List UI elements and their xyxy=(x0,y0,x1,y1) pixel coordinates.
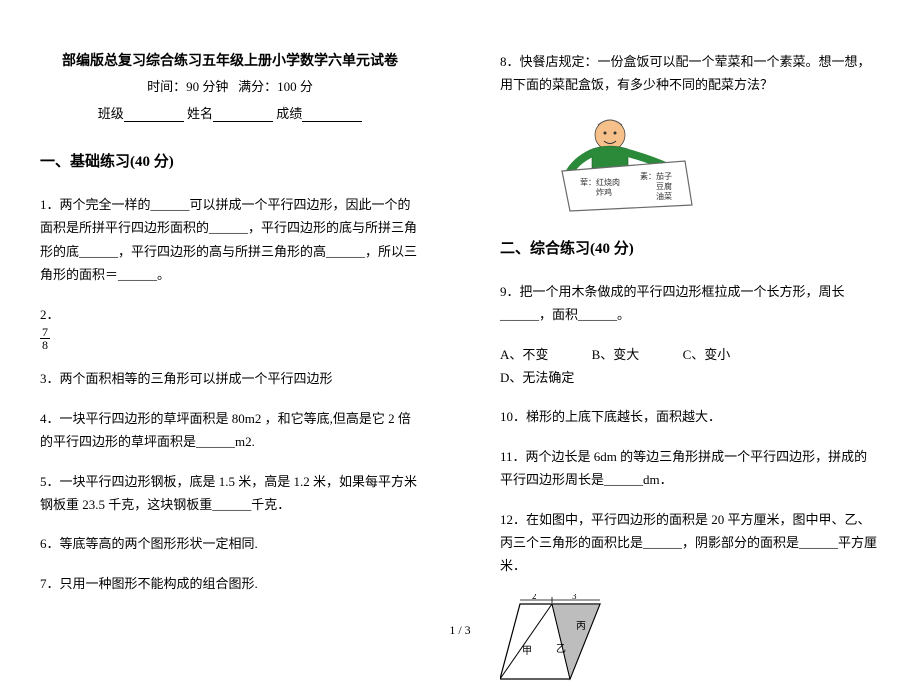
exam-meta: 时间：90 分钟 满分：100 分 xyxy=(40,76,420,95)
question-4: 4．一块平行四边形的草坪面积是 80m2 ，和它等底,但高是它 2 倍的平行四边… xyxy=(40,407,420,454)
score-label: 满分：100 分 xyxy=(238,79,313,94)
q2-label: 2． xyxy=(40,303,420,326)
opt-a: A、不变 xyxy=(500,343,548,366)
svg-text:素：茄子: 素：茄子 xyxy=(640,171,672,181)
exam-title: 部编版总复习综合练习五年级上册小学数学六单元试卷 xyxy=(40,50,420,70)
question-9-options: A、不变 B、变大 C、变小 D、无法确定 xyxy=(500,343,880,390)
section-2-heading: 二、综合练习(40 分) xyxy=(500,237,880,258)
svg-text:油菜: 油菜 xyxy=(656,191,672,201)
opt-c: C、变小 xyxy=(683,343,731,366)
svg-text:炸鸡: 炸鸡 xyxy=(596,187,612,197)
name-label: 姓名 xyxy=(187,106,213,121)
svg-text:3: 3 xyxy=(572,594,577,601)
question-7: 7．只用一种图形不能构成的组合图形. xyxy=(40,572,420,595)
student-info-line: 班级 姓名 成绩 xyxy=(40,103,420,122)
question-8: 8．快餐店规定：一份盒饭可以配一个荤菜和一个素菜。想一想，用下面的菜配盒饭，有多… xyxy=(500,50,880,97)
question-1: 1．两个完全一样的______可以拼成一个平行四边形，因此一个的面积是所拼平行四… xyxy=(40,193,420,287)
svg-text:豆腐: 豆腐 xyxy=(656,181,672,191)
svg-text:荤：红烧肉: 荤：红烧肉 xyxy=(580,177,620,187)
frac-den: 8 xyxy=(40,339,50,351)
question-3: 3．两个面积相等的三角形可以拼成一个平行四边形 xyxy=(40,367,420,390)
question-6: 6．等底等高的两个图形形状一定相同. xyxy=(40,532,420,555)
question-9: 9．把一个用木条做成的平行四边形框拉成一个长方形，周长______，面积____… xyxy=(500,280,880,327)
menu-illustration: 荤：红烧肉 炸鸡 素：茄子 豆腐 油菜 xyxy=(520,113,880,217)
grade-label: 成绩 xyxy=(276,106,302,121)
question-5: 5．一块平行四边形钢板，底是 1.5 米，高是 1.2 米，如果每平方米钢板重 … xyxy=(40,470,420,517)
figure-12: 2 3 甲 乙 丙 xyxy=(500,594,880,693)
question-10: 10．梯形的上底下底越长，面积越大． xyxy=(500,405,880,428)
opt-b: B、变大 xyxy=(592,343,640,366)
fraction-7-8: 7 8 xyxy=(40,326,50,351)
page-footer: 1 / 3 xyxy=(0,623,920,638)
svg-text:甲: 甲 xyxy=(522,646,532,657)
section-1-heading: 一、基础练习(40 分) xyxy=(40,150,420,171)
question-11: 11．两个边长是 6dm 的等边三角形拼成一个平行四边形，拼成的平行四边形周长是… xyxy=(500,445,880,492)
svg-text:2: 2 xyxy=(532,594,537,601)
question-2: 2． 7 8 xyxy=(40,303,420,352)
svg-text:乙: 乙 xyxy=(556,643,566,655)
time-label: 时间：90 分钟 xyxy=(147,79,228,94)
opt-d: D、无法确定 xyxy=(500,366,574,389)
question-12: 12．在如图中，平行四边形的面积是 20 平方厘米，图中甲、乙、丙三个三角形的面… xyxy=(500,508,880,578)
class-label: 班级 xyxy=(98,106,124,121)
